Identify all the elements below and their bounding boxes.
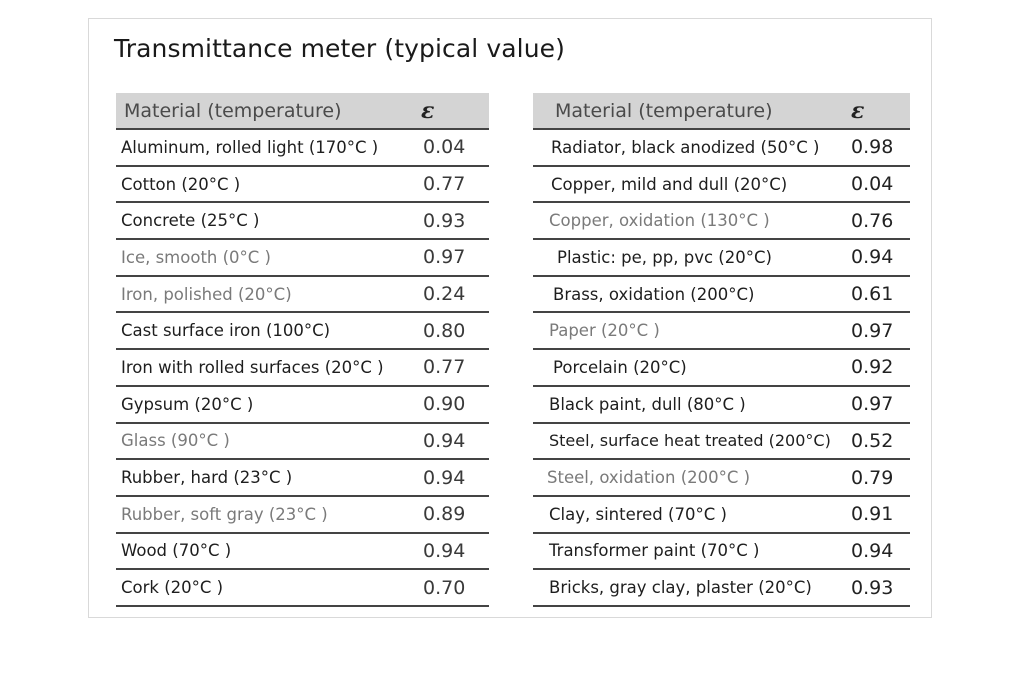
table-row: Cotton (20°C ) 0.77 (116, 165, 489, 204)
material-cell: Gypsum (20°C ) (116, 385, 413, 424)
emissivity-cell: 0.94 (843, 532, 910, 571)
material-cell: Black paint, dull (80°C ) (533, 385, 843, 424)
table-row: Cast surface iron (100°C) 0.80 (116, 312, 489, 351)
material-cell: Brass, oxidation (200°C) (533, 275, 843, 314)
table-row: Black paint, dull (80°C ) 0.97 (533, 385, 910, 424)
material-cell: Rubber, hard (23°C ) (116, 459, 413, 497)
table-row: Transformer paint (70°C ) 0.94 (533, 532, 910, 571)
table-row: Cork (20°C ) 0.70 (116, 569, 489, 607)
emissivity-cell: 0.61 (843, 275, 910, 314)
emissivity-cell: 0.04 (413, 129, 489, 167)
emissivity-cell: 0.79 (843, 459, 910, 497)
table-row: Brass, oxidation (200°C) 0.61 (533, 275, 910, 314)
material-column-header: Material (temperature) (533, 93, 843, 130)
material-cell: Aluminum, rolled light (170°C ) (116, 129, 413, 167)
emissivity-cell: 0.90 (413, 385, 489, 424)
emissivity-cell: 0.94 (413, 422, 489, 461)
material-cell: Plastic: pe, pp, pvc (20°C) (533, 239, 843, 277)
epsilon-column-header: ε (843, 93, 910, 130)
emissivity-cell: 0.77 (413, 165, 489, 204)
emissivity-cell: 0.52 (843, 422, 910, 461)
table-row: Steel, oxidation (200°C ) 0.79 (533, 459, 910, 497)
material-cell: Copper, oxidation (130°C ) (533, 202, 843, 241)
emissivity-cell: 0.93 (413, 202, 489, 241)
table-row: Rubber, hard (23°C ) 0.94 (116, 459, 489, 497)
material-cell: Concrete (25°C ) (116, 202, 413, 241)
emissivity-cell: 0.93 (843, 569, 910, 607)
emissivity-cell: 0.80 (413, 312, 489, 351)
material-cell: Radiator, black anodized (50°C ) (533, 129, 843, 167)
emissivity-cell: 0.70 (413, 569, 489, 607)
material-cell: Iron with rolled surfaces (20°C ) (116, 349, 413, 387)
emissivity-cell: 0.97 (843, 312, 910, 351)
table-row: Aluminum, rolled light (170°C ) 0.04 (116, 129, 489, 167)
material-column-header: Material (temperature) (116, 93, 413, 130)
table-row: Bricks, gray clay, plaster (20°C) 0.93 (533, 569, 910, 607)
emissivity-cell: 0.91 (843, 495, 910, 534)
emissivity-cell: 0.76 (843, 202, 910, 241)
material-cell: Steel, oxidation (200°C ) (533, 459, 843, 497)
emissivity-table-left: Material (temperature) ε Aluminum, rolle… (116, 93, 489, 607)
material-cell: Wood (70°C ) (116, 532, 413, 571)
material-cell: Paper (20°C ) (533, 312, 843, 351)
emissivity-cell: 0.89 (413, 495, 489, 534)
emissivity-cell: 0.04 (843, 165, 910, 204)
table-row: Paper (20°C ) 0.97 (533, 312, 910, 351)
table-row: Radiator, black anodized (50°C ) 0.98 (533, 129, 910, 167)
table-row: Gypsum (20°C ) 0.90 (116, 385, 489, 424)
material-cell: Clay, sintered (70°C ) (533, 495, 843, 534)
table-row: Rubber, soft gray (23°C ) 0.89 (116, 495, 489, 534)
material-cell: Steel, surface heat treated (200°C) (533, 422, 843, 461)
material-cell: Copper, mild and dull (20°C) (533, 165, 843, 204)
table-row: Wood (70°C ) 0.94 (116, 532, 489, 571)
emissivity-cell: 0.24 (413, 275, 489, 314)
table-row: Steel, surface heat treated (200°C) 0.52 (533, 422, 910, 461)
material-cell: Porcelain (20°C) (533, 349, 843, 387)
table-row: Glass (90°C ) 0.94 (116, 422, 489, 461)
table-row: Copper, mild and dull (20°C) 0.04 (533, 165, 910, 204)
material-cell: Iron, polished (20°C) (116, 275, 413, 314)
emissivity-cell: 0.94 (843, 239, 910, 277)
material-cell: Glass (90°C ) (116, 422, 413, 461)
material-cell: Cast surface iron (100°C) (116, 312, 413, 351)
material-cell: Transformer paint (70°C ) (533, 532, 843, 571)
table-row: Plastic: pe, pp, pvc (20°C) 0.94 (533, 239, 910, 277)
table-row: Concrete (25°C ) 0.93 (116, 202, 489, 241)
page-title: Transmittance meter (typical value) (114, 34, 566, 63)
material-cell: Cotton (20°C ) (116, 165, 413, 204)
material-cell: Rubber, soft gray (23°C ) (116, 495, 413, 534)
table-row: Ice, smooth (0°C ) 0.97 (116, 239, 489, 277)
emissivity-cell: 0.77 (413, 349, 489, 387)
table-row: Iron with rolled surfaces (20°C ) 0.77 (116, 349, 489, 387)
emissivity-cell: 0.98 (843, 129, 910, 167)
table-row: Iron, polished (20°C) 0.24 (116, 275, 489, 314)
table-row: Clay, sintered (70°C ) 0.91 (533, 495, 910, 534)
material-cell: Ice, smooth (0°C ) (116, 239, 413, 277)
epsilon-column-header: ε (413, 93, 489, 130)
table-header-row: Material (temperature) ε (116, 93, 489, 130)
material-cell: Bricks, gray clay, plaster (20°C) (533, 569, 843, 607)
emissivity-table-right: Material (temperature) ε Radiator, black… (533, 93, 910, 607)
emissivity-cell: 0.97 (413, 239, 489, 277)
emissivity-cell: 0.97 (843, 385, 910, 424)
emissivity-cell: 0.94 (413, 459, 489, 497)
table-row: Copper, oxidation (130°C ) 0.76 (533, 202, 910, 241)
emissivity-cell: 0.94 (413, 532, 489, 571)
table-row: Porcelain (20°C) 0.92 (533, 349, 910, 387)
emissivity-cell: 0.92 (843, 349, 910, 387)
table-header-row: Material (temperature) ε (533, 93, 910, 130)
material-cell: Cork (20°C ) (116, 569, 413, 607)
